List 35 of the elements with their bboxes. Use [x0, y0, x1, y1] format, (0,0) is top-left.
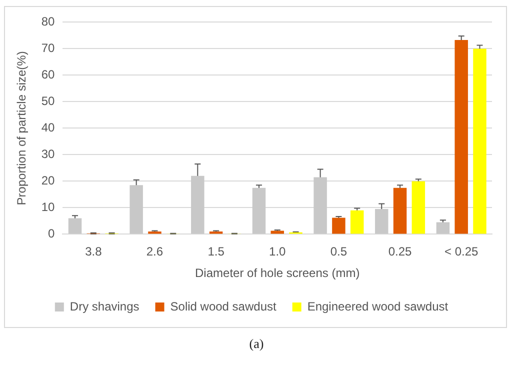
x-tick-label: 0.25: [388, 244, 412, 259]
y-tick-label: 10: [41, 200, 56, 214]
bar: [473, 48, 486, 234]
x-tick-label: 2.6: [146, 244, 164, 259]
bar: [314, 177, 327, 234]
bar: [412, 181, 426, 234]
x-axis-title: Diameter of hole screens (mm): [195, 266, 360, 280]
bar: [454, 40, 468, 234]
y-tick-label: 40: [41, 120, 56, 135]
x-tick-label: 1.5: [208, 244, 225, 259]
bar: [436, 222, 450, 234]
legend-label: Engineered wood sawdust: [307, 299, 449, 314]
bar: [393, 188, 407, 234]
bar: [68, 218, 82, 234]
y-axis-title: Proportion of particle size(%): [14, 51, 29, 206]
x-tick-label: 3.8: [85, 244, 102, 259]
bar: [332, 218, 346, 234]
x-tick-label: 0.5: [330, 244, 348, 259]
y-tick-label: 50: [41, 94, 56, 108]
x-tick-label: 1.0: [269, 244, 286, 259]
bar: [350, 210, 364, 234]
y-tick-label: 70: [41, 41, 56, 56]
y-tick-label: 80: [41, 14, 56, 29]
text: (a): [248, 336, 265, 352]
legend-label: Dry shavings: [70, 299, 140, 314]
bar: [375, 209, 388, 234]
y-tick-label: 0: [48, 226, 56, 241]
legend-label: Solid wood sawdust: [170, 299, 277, 314]
y-tick-label: 60: [41, 68, 56, 82]
bar: [252, 188, 266, 234]
bar: [130, 185, 143, 234]
x-tick-label: < 0.25: [444, 244, 479, 259]
y-tick-label: 20: [41, 174, 56, 188]
y-tick-label: 30: [41, 147, 56, 162]
bar: [191, 176, 204, 234]
